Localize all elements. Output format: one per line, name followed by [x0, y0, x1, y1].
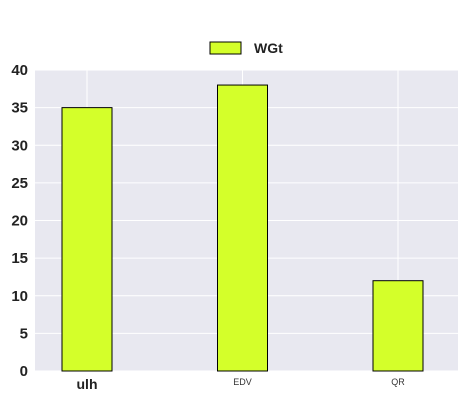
- x-tick-label: EDV: [233, 377, 252, 387]
- x-tick-label: QR: [391, 377, 405, 387]
- legend-label: WGt: [254, 40, 283, 56]
- y-axis-ticks: 0 5 10 15 20 25 30 35 40: [11, 62, 28, 380]
- bars: [61, 84, 424, 372]
- y-tick-label: 10: [11, 288, 28, 305]
- legend-swatch: [209, 41, 242, 55]
- y-tick-label: 0: [20, 363, 28, 380]
- legend: WGt: [209, 40, 283, 56]
- x-axis-ticks: ulh EDV QR: [77, 376, 406, 392]
- x-tick-label: ulh: [77, 376, 98, 392]
- y-tick-label: 20: [11, 213, 28, 230]
- y-tick-label: 15: [11, 250, 28, 267]
- y-tick-label: 30: [11, 137, 28, 154]
- y-tick-label: 25: [11, 175, 28, 192]
- y-tick-label: 40: [11, 62, 28, 79]
- bar-edv: [217, 84, 268, 372]
- bar-ulh: [61, 107, 113, 372]
- y-tick-label: 35: [11, 100, 28, 117]
- y-tick-label: 5: [20, 325, 28, 342]
- bar-qr: [372, 280, 424, 372]
